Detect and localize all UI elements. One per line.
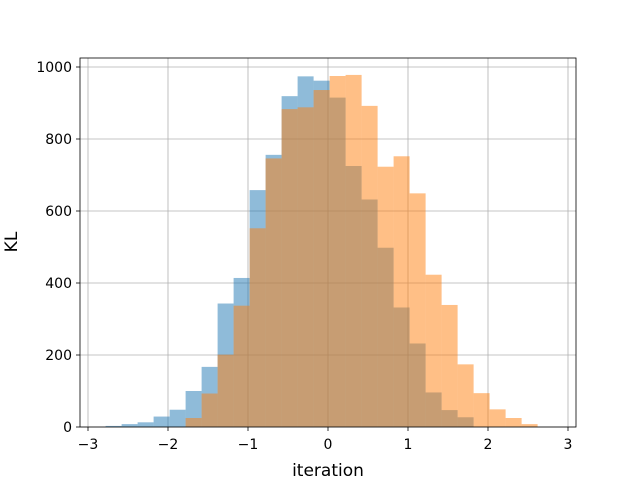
histogram-bar <box>153 416 170 427</box>
x-tick-label: 3 <box>564 437 573 453</box>
histogram-bar <box>521 424 538 427</box>
histogram-bar <box>505 418 522 427</box>
x-tick-label: −1 <box>238 437 259 453</box>
histogram-bars <box>105 74 538 428</box>
histogram-series-2 <box>185 74 538 428</box>
y-tick-label: 200 <box>45 348 72 364</box>
histogram-bar <box>201 393 218 427</box>
histogram-bar <box>345 74 362 428</box>
y-tick-label: 0 <box>63 420 72 436</box>
histogram-bar <box>457 364 474 427</box>
x-tick-label: −2 <box>158 437 179 453</box>
histogram-bar <box>473 393 490 427</box>
histogram-bar <box>409 193 426 427</box>
histogram-bar <box>329 76 346 427</box>
y-tick-label: 1000 <box>36 60 72 76</box>
x-tick-label: 0 <box>324 437 333 453</box>
histogram-bar <box>361 105 378 427</box>
x-axis-label: iteration <box>292 461 364 480</box>
histogram-bar <box>489 409 506 427</box>
histogram-bar <box>393 156 410 427</box>
x-tick-label: −3 <box>78 437 99 453</box>
histogram-bar <box>233 305 250 427</box>
y-axis-label: KL <box>2 231 22 252</box>
histogram-bar <box>313 90 330 427</box>
histogram-bar <box>425 274 442 427</box>
y-tick-label: 800 <box>45 132 72 148</box>
histogram-bar <box>105 425 122 427</box>
histogram-bar <box>137 422 154 427</box>
histogram-bar <box>265 158 282 427</box>
histogram-bar <box>297 107 314 427</box>
histogram-bar <box>281 109 298 428</box>
y-axis-ticks: 0 200 400 600 800 1000 <box>36 60 80 436</box>
histogram-bar <box>217 354 234 427</box>
histogram-bar <box>185 418 202 427</box>
histogram-bar <box>169 409 186 427</box>
x-tick-label: 2 <box>484 437 493 453</box>
histogram-bar <box>121 424 138 427</box>
histogram-bar <box>249 228 266 427</box>
x-tick-label: 1 <box>404 437 413 453</box>
y-tick-label: 600 <box>45 204 72 220</box>
x-axis-ticks: −3 −2 −1 0 1 2 3 <box>78 427 573 453</box>
histogram-bar <box>377 166 394 427</box>
histogram-bar <box>441 304 458 427</box>
y-tick-label: 400 <box>45 276 72 292</box>
